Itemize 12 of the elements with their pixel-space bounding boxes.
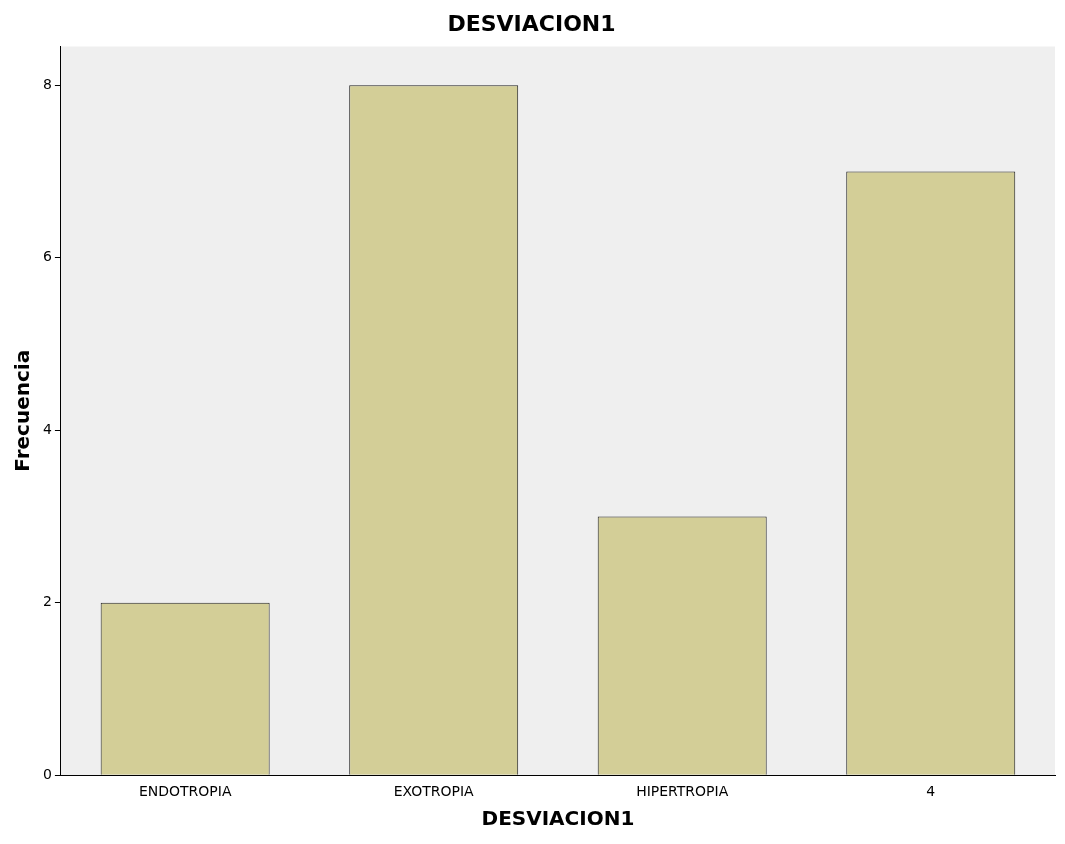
y-tick-label: 8	[42, 75, 52, 92]
chart-title: DESVIACION1	[447, 10, 616, 36]
x-tick-label: EXOTROPIA	[393, 783, 475, 800]
y-tick-label: 0	[42, 765, 52, 782]
x-tick-label: ENDOTROPIA	[138, 783, 232, 800]
x-tick-label: HIPERTROPIA	[636, 783, 729, 800]
x-axis-title: DESVIACION1	[481, 806, 635, 831]
y-tick-label: 4	[42, 420, 52, 437]
y-tick-label: 2	[42, 593, 52, 610]
y-axis-title: Frecuencia	[10, 349, 35, 472]
x-tick-label: 4	[926, 783, 936, 800]
y-tick-label: 6	[42, 248, 52, 265]
